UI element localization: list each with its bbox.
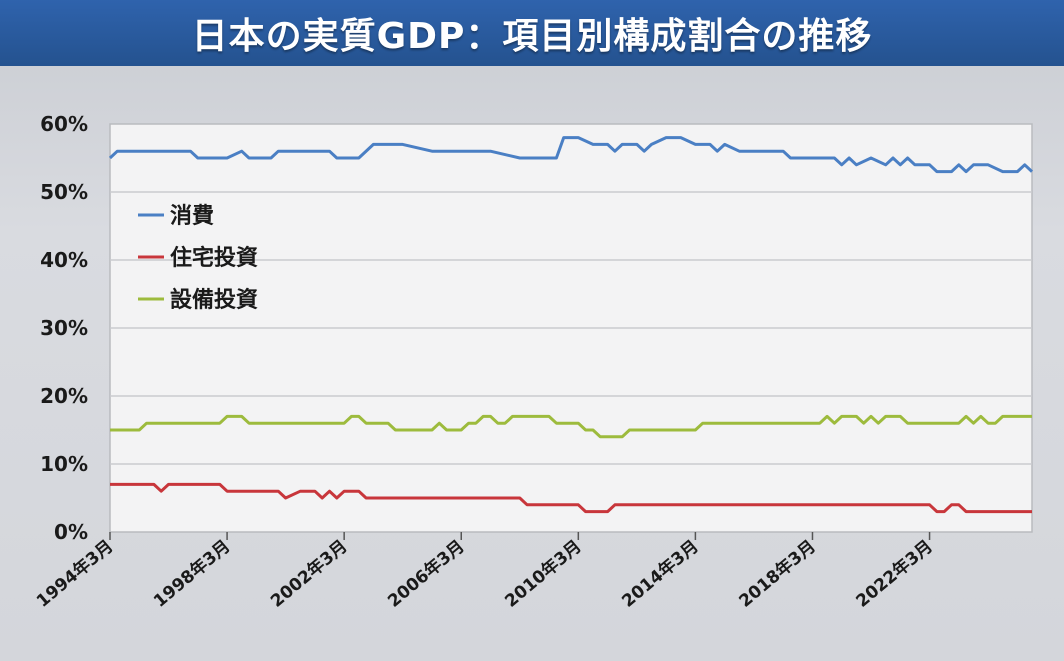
x-axis-ticks: 1994年3月 1998年3月 2002年3月 2006年3月 2010年3月 2014年… [32, 532, 937, 612]
title-bar: 日本の実質GDP：項目別構成割合の推移 [0, 0, 1064, 66]
x-tick-label: 2010年3月 [501, 536, 586, 612]
y-axis-ticks: 0% 10% 20% 30% 40% 50% 60% [40, 112, 88, 544]
x-tick-label: 1994年3月 [32, 536, 117, 612]
legend-label: 消費 [170, 204, 214, 229]
series-line-2 [110, 414, 1032, 439]
y-tick-label: 40% [40, 248, 88, 272]
legend-label: 住宅投資 [170, 245, 258, 271]
page-title: 日本の実質GDP：項目別構成割合の推移 [191, 16, 873, 57]
y-tick-label: 60% [40, 112, 88, 136]
x-tick-label: 1998年3月 [149, 536, 234, 612]
y-tick-label: 10% [40, 452, 88, 476]
series-line-0 [108, 136, 1034, 174]
y-tick-label: 0% [54, 520, 88, 544]
y-tick-label: 20% [40, 384, 88, 408]
x-tick-label: 2022年3月 [852, 536, 937, 612]
x-tick-label: 2006年3月 [384, 536, 469, 612]
grid-lines [110, 191, 1032, 465]
legend-label: 設備投資 [170, 287, 258, 313]
y-tick-label: 50% [40, 180, 88, 204]
x-tick-label: 2002年3月 [267, 536, 352, 612]
y-tick-label: 30% [40, 316, 88, 340]
x-tick-label: 2014年3月 [618, 536, 703, 612]
series-line-1 [110, 482, 1032, 514]
x-tick-label: 2018年3月 [735, 536, 820, 612]
line-chart: 0% 10% 20% 30% 40% 50% 60% 1994年3月 1998年3月 2002年… [32, 112, 1034, 612]
series-lines [108, 136, 1034, 514]
